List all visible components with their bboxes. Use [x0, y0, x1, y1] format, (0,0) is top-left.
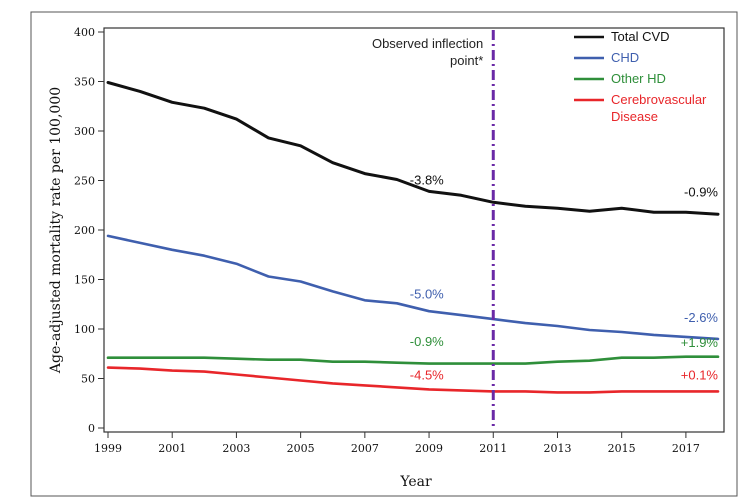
legend-label: Disease — [611, 109, 658, 124]
x-tick-label: 2011 — [479, 442, 507, 455]
x-tick-label: 1999 — [94, 442, 122, 455]
x-tick-label: 2003 — [222, 442, 250, 455]
series-line-other-hd — [106, 355, 720, 365]
series-line-chd — [106, 234, 720, 341]
x-axis-label: Year — [399, 474, 432, 490]
legend-label: Other HD — [611, 71, 666, 86]
series-line-total-cvd — [106, 81, 720, 216]
y-tick-label: 350 — [74, 76, 95, 89]
percent-change-label: -0.9% — [410, 334, 444, 349]
x-tick-label: 2017 — [672, 442, 700, 455]
y-tick-label: 400 — [74, 26, 95, 39]
y-tick-label: 150 — [74, 274, 95, 287]
y-tick-label: 50 — [81, 373, 95, 386]
plot-area — [103, 27, 725, 433]
x-tick-label: 2009 — [415, 442, 443, 455]
x-tick-label: 2007 — [351, 442, 379, 455]
percent-change-label: -4.5% — [410, 367, 444, 382]
y-tick-label: 100 — [74, 323, 95, 336]
percent-change-label: -5.0% — [410, 286, 444, 301]
percent-change-label: +0.1% — [681, 367, 719, 382]
y-tick-label: 300 — [74, 125, 95, 138]
y-tick-label: 200 — [74, 224, 95, 237]
percent-change-label: +1.9% — [681, 335, 719, 350]
y-axis-label: Age-adjusted mortality rate per 100,000 — [48, 87, 64, 374]
legend-label: Total CVD — [611, 29, 670, 44]
legend-label: CHD — [611, 50, 639, 65]
legend-label: Cerebrovascular — [611, 92, 707, 107]
inflection-label: Observed inflection — [372, 36, 483, 51]
y-tick-label: 250 — [74, 175, 95, 188]
percent-change-label: -3.8% — [410, 172, 444, 187]
inflection-label: point* — [450, 53, 483, 68]
x-tick-label: 2015 — [608, 442, 636, 455]
percent-change-label: -2.6% — [684, 310, 718, 325]
x-tick-label: 2013 — [543, 442, 571, 455]
percent-change-label: -0.9% — [684, 184, 718, 199]
x-tick-label: 2001 — [158, 442, 186, 455]
y-tick-label: 0 — [88, 422, 95, 435]
x-tick-label: 2005 — [287, 442, 315, 455]
series-line-cerebrovascular-disease — [106, 366, 720, 394]
